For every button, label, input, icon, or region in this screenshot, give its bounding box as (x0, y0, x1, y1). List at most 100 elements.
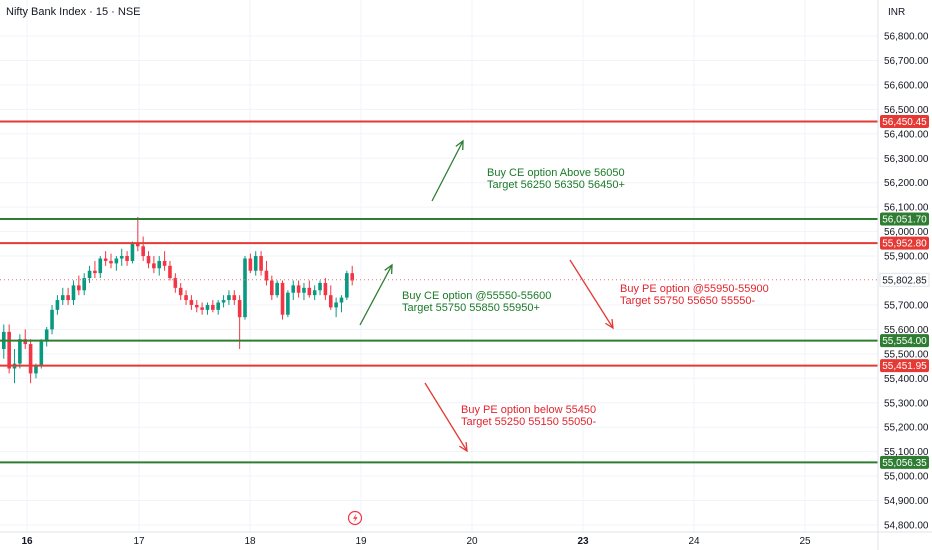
price-tick-label: 55,100.00 (884, 447, 929, 458)
price-tick-label: 56,600.00 (884, 80, 929, 91)
candle-body (55, 300, 60, 310)
candle-body (119, 256, 124, 259)
candle-body (280, 282, 285, 315)
time-tick-label: 18 (244, 536, 256, 547)
candle-body (286, 292, 290, 315)
candle-body (28, 344, 33, 374)
time-tick-label: 25 (799, 536, 811, 547)
candle-body (93, 270, 97, 274)
candle-body (339, 297, 344, 303)
candle-body (66, 295, 70, 301)
price-tick-label: 56,500.00 (884, 105, 929, 116)
candle-body (146, 256, 151, 264)
arrow-line (359, 264, 393, 326)
candle-body (205, 304, 210, 310)
candle-body (291, 285, 296, 293)
candle-body (44, 329, 49, 342)
time-tick-label: 16 (21, 536, 33, 547)
time-tick-label: 23 (577, 536, 589, 547)
level-price-badge (880, 114, 929, 128)
price-tick-label: 55,700.00 (884, 300, 929, 311)
price-tick-label: 55,500.00 (884, 349, 929, 360)
candle-body (318, 282, 322, 291)
candle-body (130, 243, 135, 261)
candle-body (243, 258, 247, 318)
annotation-line2: Target 55250 55150 55050- (461, 416, 597, 428)
level-price-label: 56,450.45 (882, 117, 927, 128)
candle-body (307, 287, 312, 296)
arrow-line (569, 259, 614, 329)
candle-body (125, 256, 129, 261)
candle-body (237, 300, 242, 318)
time-tick-label: 19 (355, 536, 367, 547)
candle-body (200, 307, 204, 310)
currency-label[interactable]: INR (888, 7, 906, 18)
candle-body (173, 278, 178, 288)
event-marker[interactable] (347, 510, 363, 526)
candle-body (211, 304, 215, 310)
price-tick-label: 56,400.00 (884, 129, 929, 140)
level-price-label: 55,554.00 (882, 336, 927, 347)
candle-body (98, 258, 103, 274)
price-tick-label: 56,100.00 (884, 203, 929, 214)
candle-body (39, 341, 44, 367)
horizontal-levels: 56,450.45 56,051.70 55,952.80 55,554.00 55,4… (0, 114, 930, 469)
candle-body (264, 270, 269, 281)
candle-body (152, 263, 156, 269)
arrowhead (384, 263, 393, 275)
candle-body (71, 285, 76, 301)
arrowhead (459, 441, 468, 453)
symbol-title: Nifty Bank Index · 15 · NSE (6, 6, 141, 18)
price-tick-label: 56,200.00 (884, 178, 929, 189)
candle-body (168, 265, 172, 279)
candle-body (253, 256, 258, 271)
chart-grid (0, 0, 878, 532)
candle-body (275, 282, 279, 296)
level-price-badge (880, 359, 929, 373)
level-price-badge (880, 236, 929, 250)
candle-body (114, 258, 119, 264)
candle-body (323, 282, 328, 296)
price-tick-label: 55,400.00 (884, 374, 929, 385)
candle-body (345, 273, 349, 298)
arrow-line (424, 382, 468, 452)
candle-body (221, 300, 226, 303)
candle-body (227, 295, 231, 301)
arrow-line (431, 140, 464, 202)
candle-body (350, 273, 354, 281)
candle-body (216, 302, 220, 310)
candle-body (103, 258, 108, 261)
candle-body (157, 260, 162, 269)
candle-body (184, 295, 188, 301)
level-price-badge (880, 212, 929, 226)
time-tick-label: 17 (133, 536, 145, 547)
candle-body (334, 302, 338, 308)
annotation-line1: Buy PE option below 55450 (461, 404, 596, 416)
annotation-line1: Buy CE option Above 56050 (487, 167, 625, 179)
candle-body (259, 256, 263, 271)
price-tick-label: 55,300.00 (884, 398, 929, 409)
candle-body (194, 304, 199, 308)
candle-body (18, 339, 22, 364)
arrowhead (455, 139, 464, 151)
level-price-label: 56,051.70 (882, 214, 927, 225)
candle-body (232, 295, 237, 301)
level-price-badge (880, 455, 929, 469)
price-tick-label: 55,900.00 (884, 252, 929, 263)
price-tick-label: 56,800.00 (884, 32, 929, 43)
price-axis: 56,800.0056,700.0056,600.0056,500.0056,4… (877, 0, 929, 550)
candle-body (328, 295, 333, 308)
current-price-badge (879, 272, 930, 287)
time-tick-label: 20 (466, 536, 478, 547)
price-tick-label: 54,900.00 (884, 496, 929, 507)
candle-body (34, 366, 38, 374)
price-tick-label: 55,600.00 (884, 325, 929, 336)
candle-body (82, 278, 86, 291)
level-price-label: 55,952.80 (882, 239, 927, 250)
time-axis: 16 17 18 19 20 23 24 25 (0, 531, 932, 547)
time-tick-label: 24 (688, 536, 700, 547)
candle-body (77, 285, 81, 291)
candle-body (50, 309, 54, 330)
